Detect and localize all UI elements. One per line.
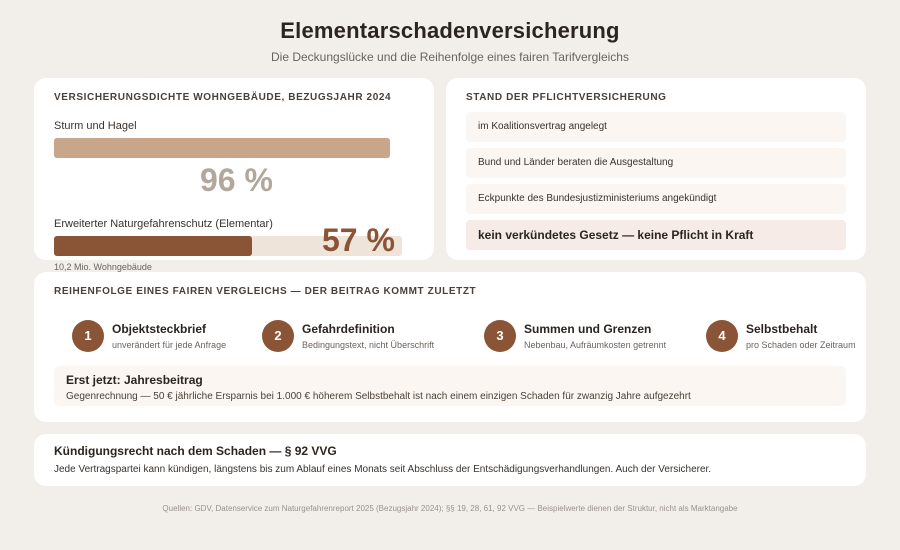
sources-footer: Quellen: GDV, Datenservice zum Naturgefa… <box>162 504 738 513</box>
termination-card: Kündigungsrecht nach dem Schaden — § 92 … <box>34 434 866 486</box>
bar-label-storm: Sturm und Hagel <box>54 120 137 132</box>
status-final: kein verkündetes Gesetz — keine Pflicht … <box>466 220 846 250</box>
step-number: 4 <box>706 320 738 352</box>
bar-label-elementar: Erweiterter Naturgefahrenschutz (Element… <box>54 218 273 230</box>
order-heading: Reihenfolge eines fairen Vergleichs — de… <box>54 286 477 297</box>
step-number: 2 <box>262 320 294 352</box>
status-item: im Koalitionsvertrag angelegt <box>466 112 846 142</box>
value-storm: 96 % <box>200 162 273 198</box>
termination-text: Jede Vertragspartei kann kündigen, längs… <box>54 464 712 475</box>
density-note: 10,2 Mio. Wohngebäude <box>54 262 152 272</box>
step-title: Objektsteckbrief <box>112 322 207 336</box>
annual-premium-box: Erst jetzt: Jahresbeitrag Gegenrechnung … <box>54 366 846 406</box>
annual-premium-title: Erst jetzt: Jahresbeitrag <box>66 373 203 387</box>
page-subtitle: Die Deckungslücke und die Reihenfolge ei… <box>271 50 629 64</box>
status-card: Stand der Pflichtversicherung im Koaliti… <box>446 78 866 260</box>
step-subtitle: pro Schaden oder Zeitraum <box>746 340 856 350</box>
page-header: Elementarschadenversicherung Die Deckung… <box>0 18 900 64</box>
step-title: Selbstbehalt <box>746 322 818 336</box>
step-subtitle: unverändert für jede Anfrage <box>112 340 227 350</box>
status-item: Eckpunkte des Bundesjustizministeriums a… <box>466 184 846 214</box>
status-item: Bund und Länder beraten die Ausgestaltun… <box>466 148 846 178</box>
status-heading: Stand der Pflichtversicherung <box>466 92 667 103</box>
bar-track-storm <box>54 138 390 158</box>
order-card: Reihenfolge eines fairen Vergleichs — de… <box>34 272 866 422</box>
value-elementar: 57 % <box>322 222 395 258</box>
step-title: Summen und Grenzen <box>524 322 652 336</box>
bar-fill-storm <box>54 138 390 158</box>
page-title: Elementarschadenversicherung <box>280 18 620 43</box>
annual-premium-text: Gegenrechnung — 50 € jährliche Ersparnis… <box>66 391 691 402</box>
bar-track-elementar <box>54 236 402 256</box>
step-subtitle: Nebenbau, Aufräumkosten getrennt <box>524 340 667 350</box>
step-number: 1 <box>72 320 104 352</box>
step-title: Gefahrdefinition <box>302 322 395 336</box>
termination-title: Kündigungsrecht nach dem Schaden — § 92 … <box>54 444 337 458</box>
density-card: Versicherungsdichte Wohngebäude, Bezugsj… <box>34 78 434 260</box>
bar-fill-elementar <box>54 236 253 256</box>
density-heading: Versicherungsdichte Wohngebäude, Bezugsj… <box>54 92 392 103</box>
step-number: 3 <box>484 320 516 352</box>
step-subtitle: Bedingungstext, nicht Überschrift <box>302 340 435 350</box>
